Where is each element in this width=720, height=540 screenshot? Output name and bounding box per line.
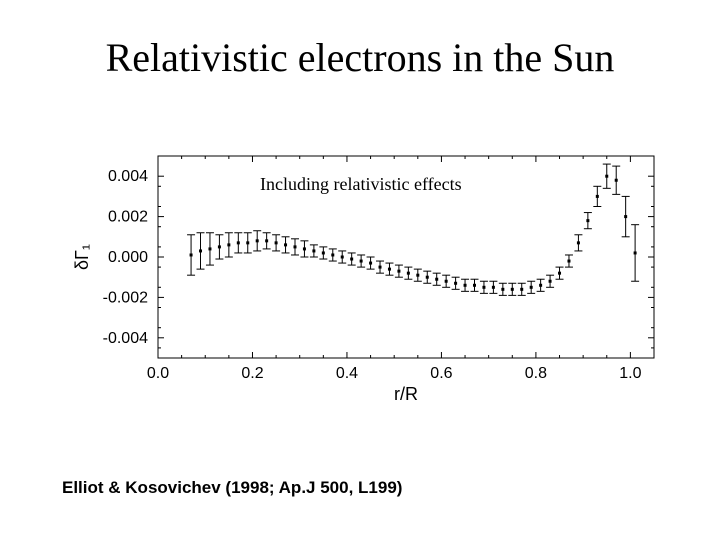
svg-text:0.6: 0.6 [430,365,452,382]
svg-text:r/R: r/R [394,384,418,404]
svg-text:δΓ₁: δΓ₁ [72,244,92,270]
svg-text:0.004: 0.004 [108,168,148,185]
citation-text: Elliot & Kosovichev (1998; Ap.J 500, L19… [62,478,402,498]
svg-text:0.0: 0.0 [147,365,169,382]
slide-title: Relativistic electrons in the Sun [0,34,720,81]
svg-text:1.0: 1.0 [619,365,641,382]
slide: Relativistic electrons in the Sun 0.0 0.2… [0,0,720,540]
svg-text:0.000: 0.000 [108,249,148,266]
svg-text:0.8: 0.8 [525,365,547,382]
svg-text:-0.002: -0.002 [103,289,148,306]
chart-container: 0.0 0.2 0.4 0.6 0.8 1.0 r/R -0.004 -0.002 0.000 0.… [54,148,666,406]
chart-annotation: Including relativistic effects [260,174,462,195]
svg-text:0.2: 0.2 [241,365,263,382]
svg-text:0.002: 0.002 [108,209,148,226]
svg-text:0.4: 0.4 [336,365,358,382]
svg-text:-0.004: -0.004 [103,330,148,347]
